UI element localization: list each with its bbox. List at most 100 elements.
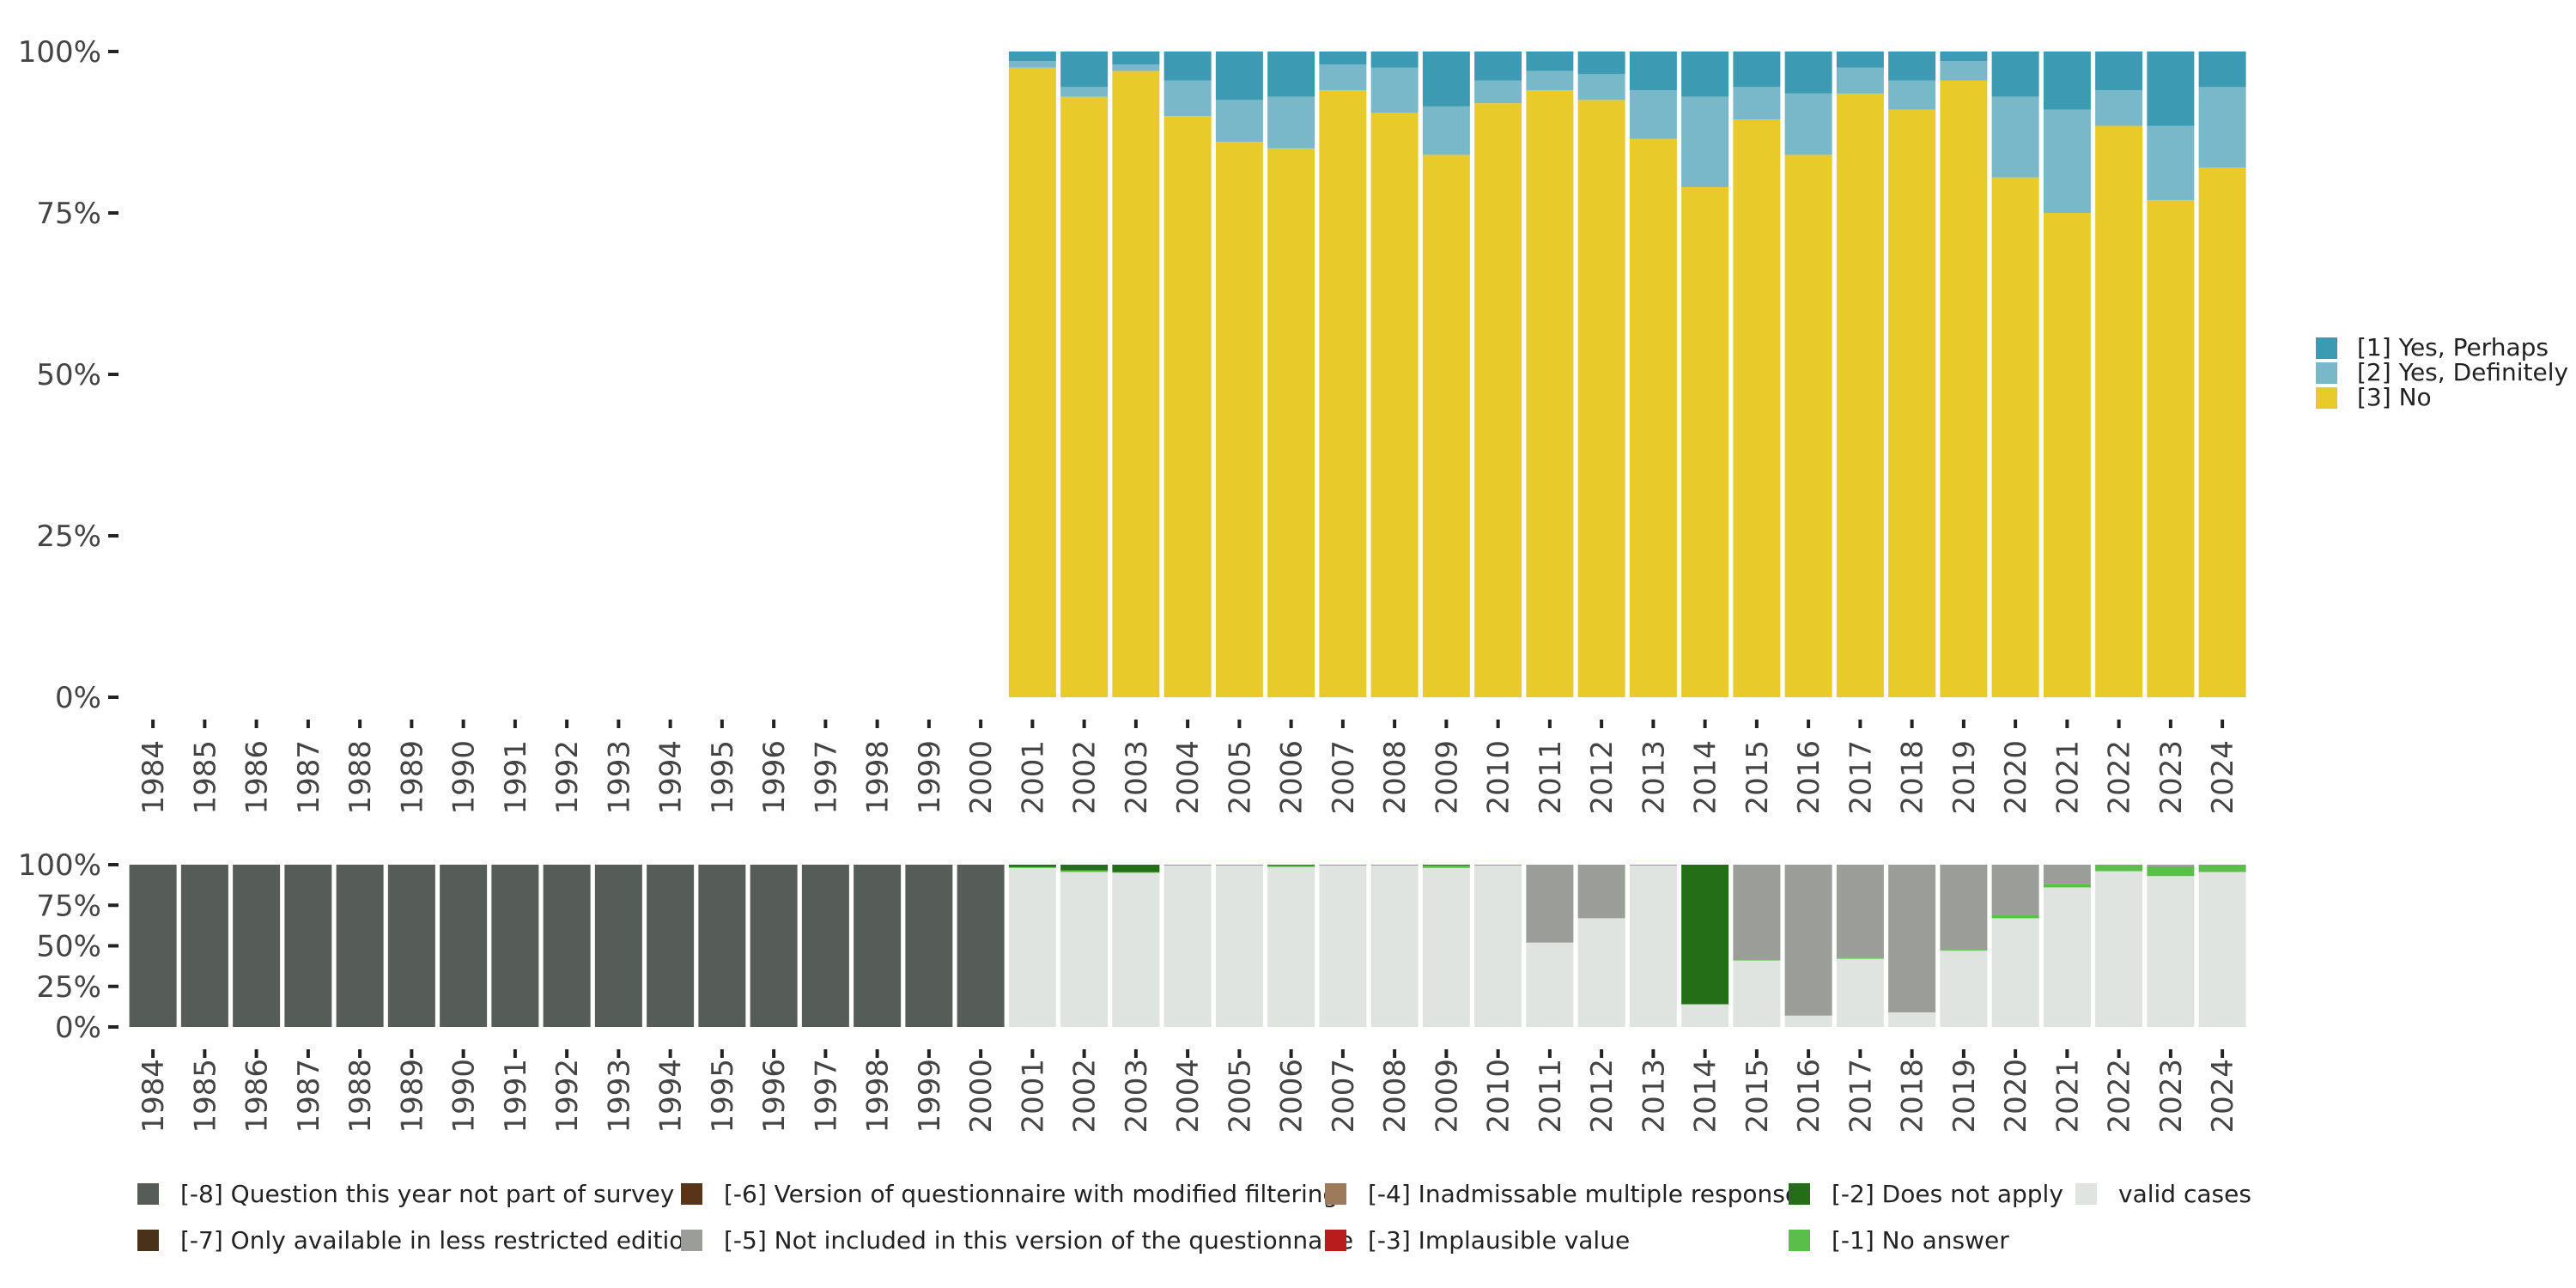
x-tick-label: 2023 — [2154, 740, 2189, 815]
bar-2024-valid-cases — [2198, 872, 2246, 1027]
bar-1996-8-question-this-year-not-part-of-survey — [750, 865, 798, 1027]
bar-2020-3-no — [1991, 177, 2039, 697]
bar-2005-1-yes-perhaps — [1215, 52, 1263, 100]
x-tick-label: 2006 — [1275, 740, 1309, 815]
legend-label: [-3] Implausible value — [1368, 1226, 1630, 1255]
x-tick-label: 1993 — [602, 740, 636, 815]
x-tick-label: 2017 — [1844, 1059, 1878, 1133]
bar-2024-1-yes-perhaps — [2198, 52, 2246, 88]
bar-2013-2-yes-definitely — [1629, 90, 1677, 139]
legend-swatch-2-does-not-apply — [1789, 1183, 1810, 1205]
x-tick-label: 2008 — [1378, 740, 1413, 815]
x-tick-label: 2021 — [2050, 740, 2085, 815]
x-tick-label: 2022 — [2103, 1059, 2137, 1133]
bar-2022-valid-cases — [2095, 871, 2143, 1027]
x-tick-label: 2007 — [1327, 1059, 1361, 1133]
legend-label: [-1] No answer — [1832, 1226, 2009, 1255]
bar-2020-5-not-included-in-this-version-of-the-questionnaire — [1991, 865, 2039, 915]
bar-2014-1-yes-perhaps — [1681, 52, 1729, 97]
legend-swatch-4-inadmissable-multiple-response — [1325, 1183, 1346, 1205]
bar-2021-1-yes-perhaps — [2043, 52, 2091, 110]
y-tick-label: 0% — [55, 1011, 101, 1045]
y-tick-label: 100% — [18, 848, 101, 883]
x-tick-label: 2000 — [964, 1059, 999, 1133]
x-tick-label: 2010 — [1482, 1059, 1516, 1133]
bar-2019-3-no — [1940, 80, 1988, 698]
bar-2014-2-yes-definitely — [1681, 96, 1729, 187]
bar-2007-1-yes-perhaps — [1319, 52, 1367, 65]
x-tick-label: 2003 — [1120, 1059, 1154, 1133]
x-tick-label: 1988 — [343, 1059, 378, 1133]
bar-2007-2-yes-definitely — [1319, 64, 1367, 91]
bar-2017-5-not-included-in-this-version-of-the-questionnaire — [1836, 865, 1884, 958]
bar-2012-valid-cases — [1577, 918, 1625, 1027]
x-tick-label: 2005 — [1223, 740, 1257, 815]
legend-swatch-1-no-answer — [1789, 1230, 1810, 1251]
bar-2008-2-yes-definitely — [1370, 67, 1419, 113]
bar-2016-1-yes-perhaps — [1784, 52, 1832, 94]
bar-2006-2-does-not-apply — [1267, 865, 1315, 866]
bar-2003-3-no — [1112, 70, 1160, 697]
legend-swatch-1-yes-perhaps — [2316, 337, 2337, 359]
y-tick-label: 0% — [55, 681, 101, 715]
x-tick-label: 2005 — [1223, 1059, 1257, 1133]
bar-2024-2-yes-definitely — [2198, 87, 2246, 168]
x-tick-label: 1995 — [706, 1059, 740, 1133]
legend-swatch-5-not-included-in-this-version-of-the-questionnaire — [681, 1230, 702, 1251]
x-tick-label: 2000 — [964, 740, 999, 815]
bar-2002-valid-cases — [1060, 872, 1109, 1027]
legend-label: [-5] Not included in this version of the… — [724, 1226, 1353, 1255]
x-tick-label: 2023 — [2154, 1059, 2189, 1133]
y-tick-label: 100% — [18, 35, 101, 70]
bar-1997-8-question-this-year-not-part-of-survey — [801, 865, 849, 1027]
bar-2023-valid-cases — [2147, 876, 2195, 1027]
bar-2006-valid-cases — [1267, 866, 1315, 1027]
bar-2020-2-yes-definitely — [1991, 96, 2039, 178]
bar-2024-1-no-answer — [2198, 865, 2246, 872]
x-tick-label: 1990 — [447, 1059, 482, 1133]
bar-2022-2-yes-definitely — [2095, 90, 2143, 126]
x-tick-label: 1992 — [550, 1059, 585, 1133]
bar-2002-2-does-not-apply — [1060, 865, 1109, 871]
bar-2005-2-yes-definitely — [1215, 100, 1263, 143]
x-tick-label: 1995 — [706, 740, 740, 815]
bar-2012-3-no — [1577, 100, 1625, 697]
x-tick-label: 1986 — [240, 740, 275, 815]
bar-2012-2-yes-definitely — [1577, 74, 1625, 100]
x-tick-label: 1993 — [602, 1059, 636, 1133]
bar-2013-3-no — [1629, 138, 1677, 697]
bar-2013-1-yes-perhaps — [1629, 52, 1677, 91]
legend-swatch-3-no — [2316, 387, 2337, 409]
bar-2010-1-yes-perhaps — [1474, 52, 1522, 81]
y-tick-label: 25% — [36, 970, 101, 1005]
bar-2009-1-yes-perhaps — [1422, 52, 1470, 106]
x-tick-label: 2009 — [1430, 1059, 1464, 1133]
bar-2002-3-no — [1060, 96, 1109, 697]
bar-2011-2-yes-definitely — [1526, 70, 1574, 91]
bar-2015-1-yes-perhaps — [1733, 52, 1781, 88]
bar-2014-2-does-not-apply — [1681, 865, 1729, 1005]
bar-2017-valid-cases — [1836, 958, 1884, 1027]
x-tick-label: 2012 — [1585, 740, 1619, 815]
bar-2023-2-yes-definitely — [2147, 125, 2195, 200]
bar-2008-1-yes-perhaps — [1370, 52, 1419, 68]
bar-2009-2-yes-definitely — [1422, 106, 1470, 155]
x-tick-label: 2016 — [1792, 740, 1826, 815]
bar-2011-3-no — [1526, 90, 1574, 698]
legend-label: [2] Yes, Definitely — [2357, 358, 2568, 386]
bar-2015-1-no-answer — [1733, 959, 1781, 961]
legend-swatch-8-question-this-year-not-part-of-survey — [137, 1183, 159, 1205]
bar-2002-2-yes-definitely — [1060, 87, 1109, 97]
y-tick-label: 50% — [36, 358, 101, 392]
bar-1998-8-question-this-year-not-part-of-survey — [854, 865, 902, 1027]
bar-2016-3-no — [1784, 155, 1832, 697]
bar-2010-1-no-answer — [1474, 865, 1522, 866]
x-tick-label: 2020 — [1999, 740, 2033, 815]
bar-2013-1-no-answer — [1629, 865, 1677, 866]
bar-2009-1-no-answer — [1422, 865, 1470, 868]
bar-2001-1-yes-perhaps — [1008, 52, 1056, 62]
bar-2015-2-yes-definitely — [1733, 87, 1781, 119]
bar-2010-2-yes-definitely — [1474, 80, 1522, 104]
bar-2010-valid-cases — [1474, 865, 1522, 1027]
bar-2020-1-no-answer — [1991, 914, 2039, 919]
